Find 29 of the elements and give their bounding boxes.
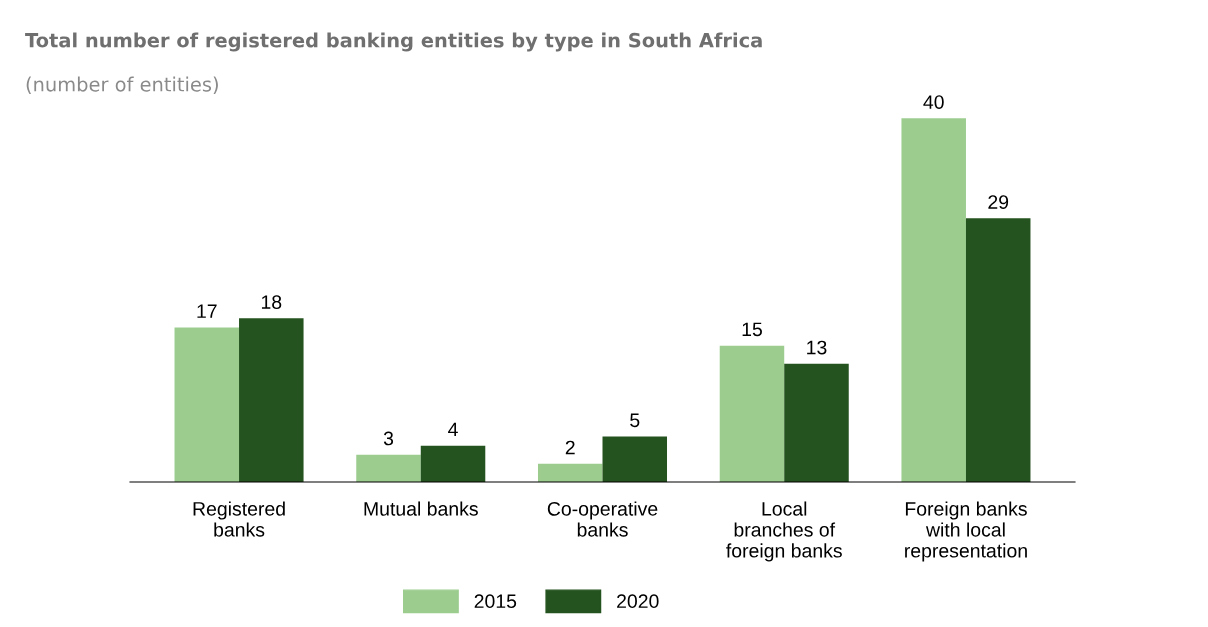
- bar: [602, 436, 668, 482]
- x-tick-label: Registered banks: [193, 501, 285, 537]
- bar: [239, 318, 304, 482]
- bar: [901, 118, 966, 482]
- x-tick-label: Mutual banks: [364, 501, 478, 516]
- data-label: 2: [565, 440, 575, 455]
- bar: [965, 218, 1031, 482]
- legend-label: 2015: [474, 594, 517, 609]
- data-label: 18: [261, 295, 282, 309]
- legend-label: 2020: [617, 594, 659, 609]
- data-label: 4: [448, 422, 458, 437]
- bar: [537, 463, 603, 482]
- data-label: 3: [383, 431, 394, 446]
- x-tick-label: Co-operative banks: [547, 501, 658, 537]
- bar: [356, 454, 421, 482]
- data-label: 29: [988, 195, 1009, 209]
- bar: [174, 327, 240, 482]
- data-label: 13: [807, 340, 827, 355]
- data-label: 15: [742, 322, 762, 337]
- bar: [719, 345, 785, 482]
- chart-title: Total number of registered banking entities by type in South Africa: [25, 32, 762, 52]
- bar: [420, 445, 486, 482]
- x-tick-label: Local branches of foreign banks: [726, 501, 842, 562]
- data-label: 5: [630, 413, 640, 428]
- x-tick-label: Foreign banks with local representation: [905, 501, 1027, 562]
- bar: [784, 363, 849, 482]
- data-label: 17: [197, 304, 217, 318]
- chart-subtitle: (number of entities): [26, 76, 218, 94]
- data-label: 40: [923, 95, 944, 109]
